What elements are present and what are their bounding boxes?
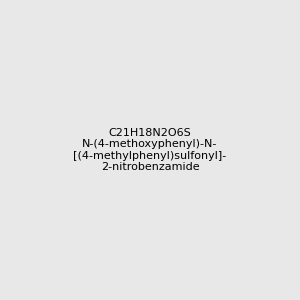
Text: C21H18N2O6S
N-(4-methoxyphenyl)-N-
[(4-methylphenyl)sulfonyl]-
2-nitrobenzamide: C21H18N2O6S N-(4-methoxyphenyl)-N- [(4-m… [74,128,226,172]
